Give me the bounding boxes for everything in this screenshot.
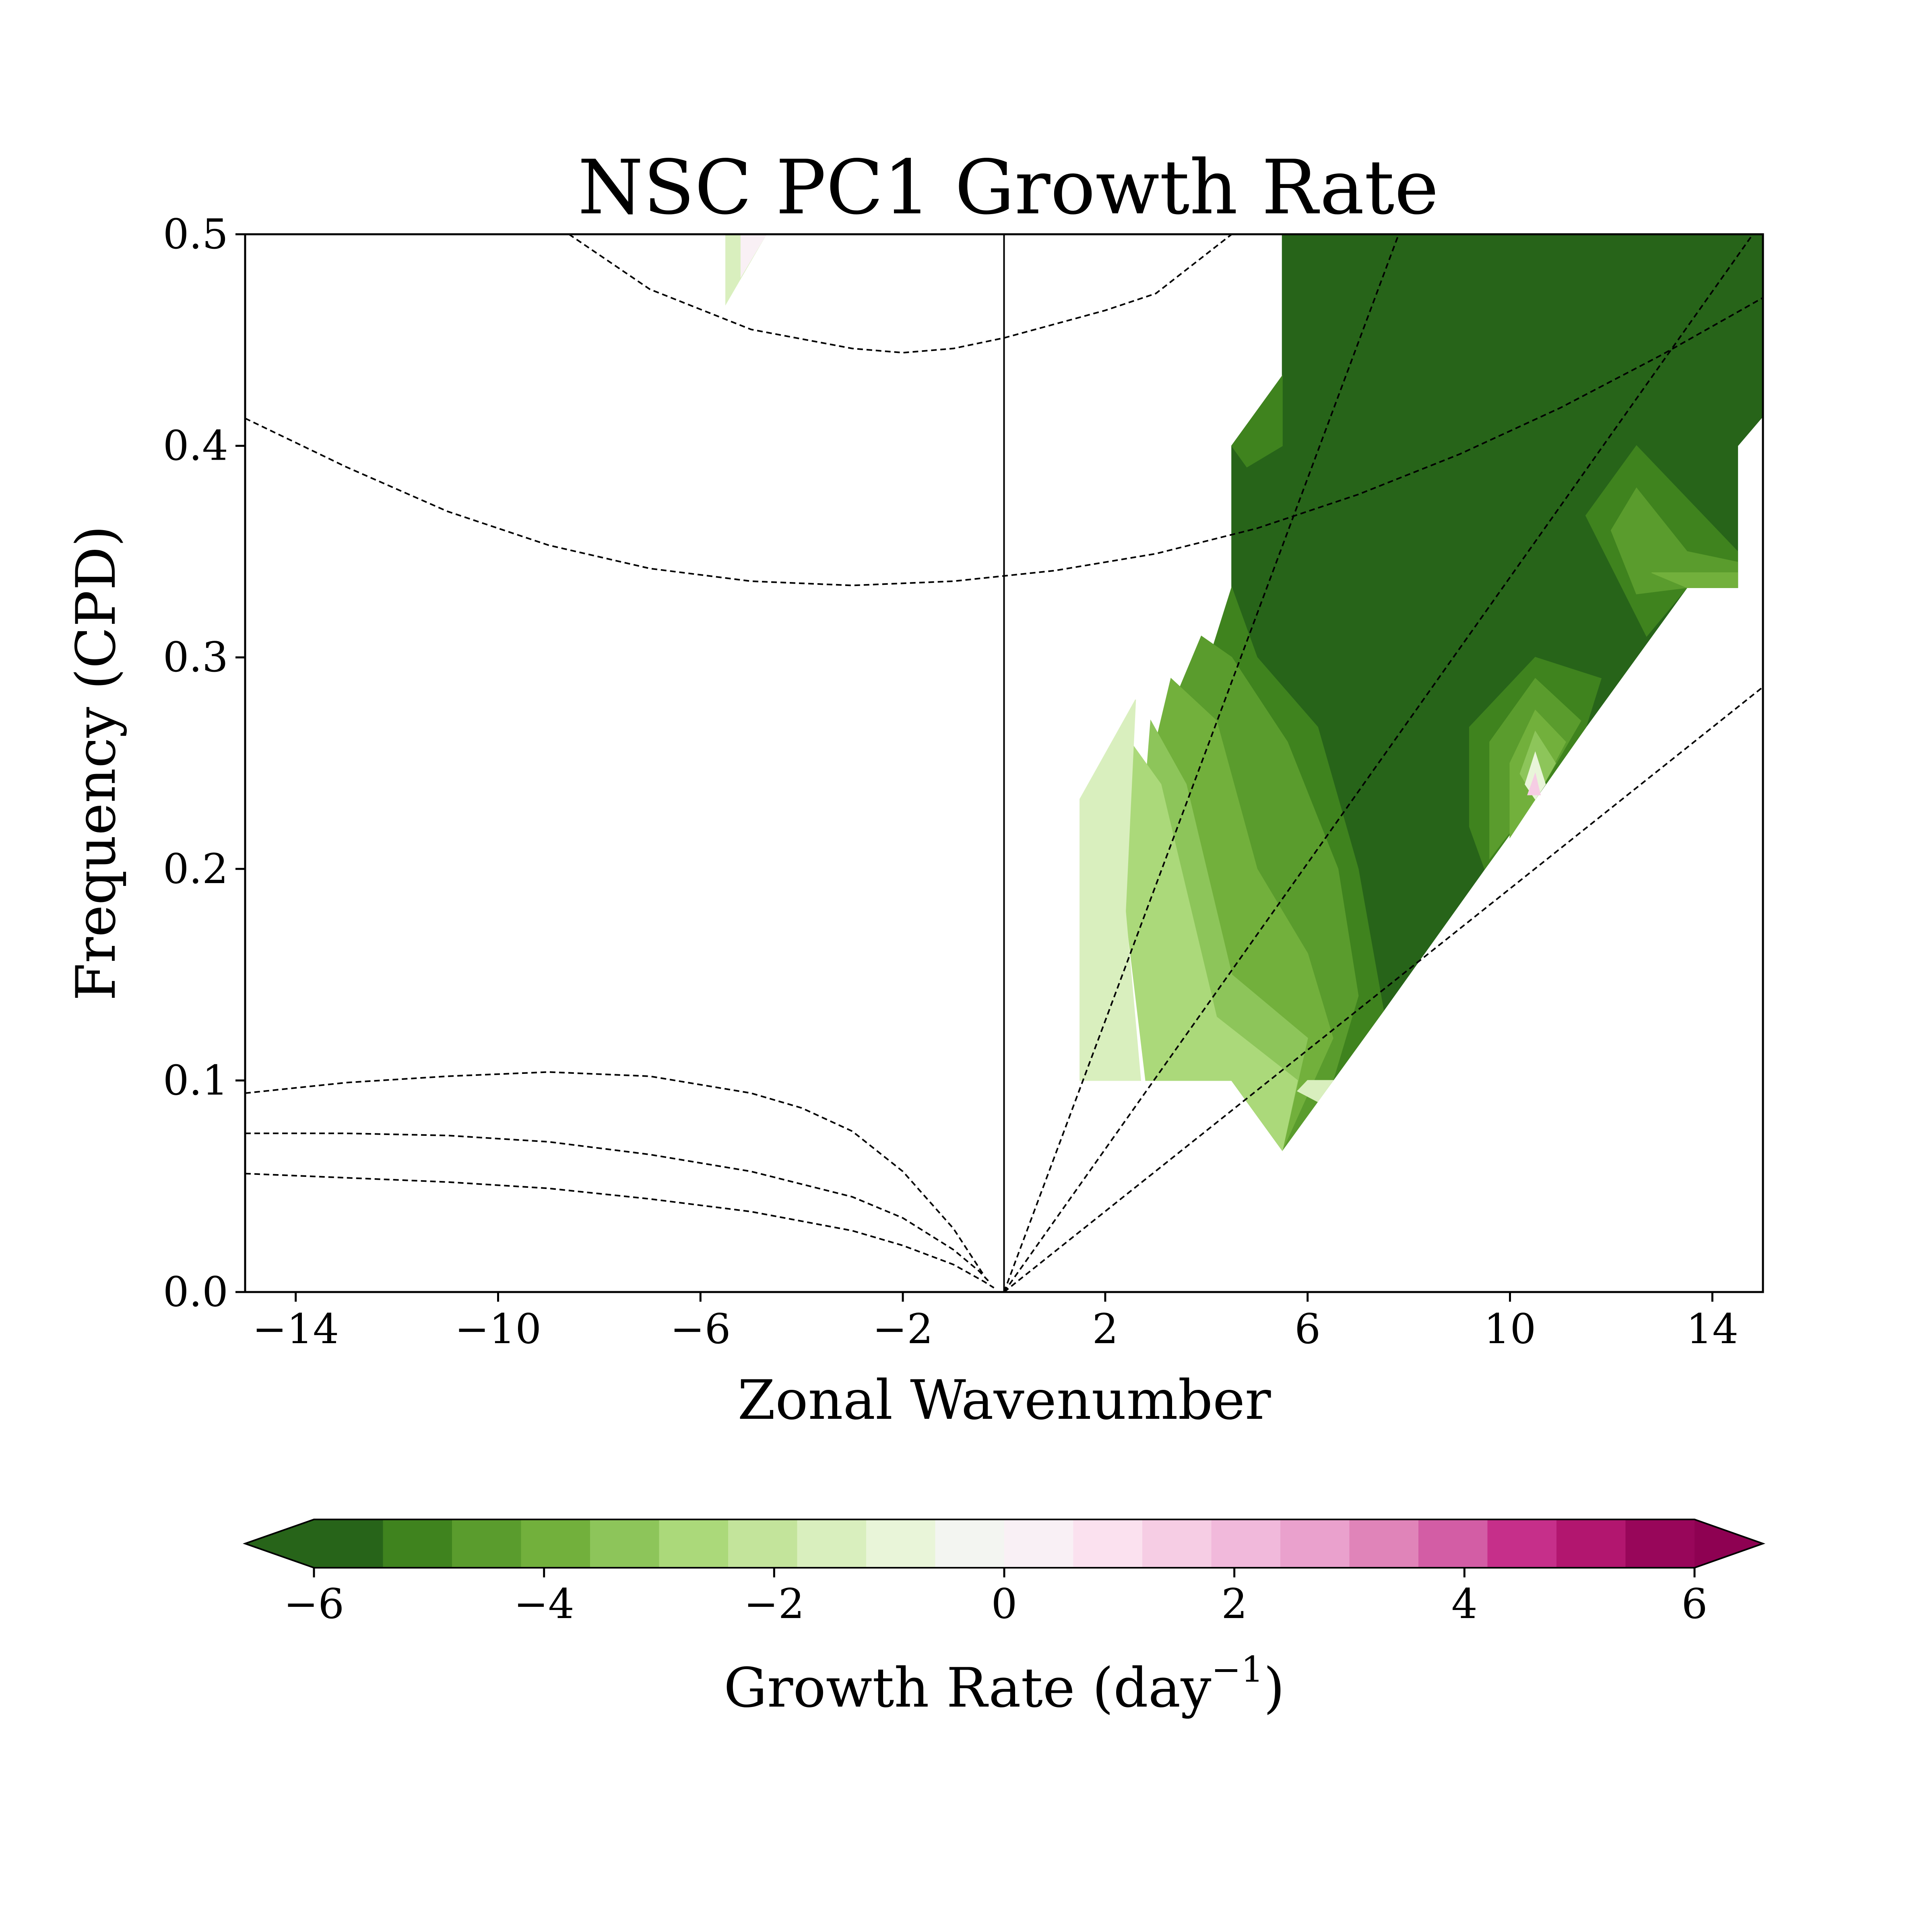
colorbar-tick-label: 6	[1682, 1580, 1708, 1628]
dispersion-curve-3	[245, 1132, 990, 1282]
colorbar	[242, 1519, 1766, 1569]
colorbar-tick-label: −2	[744, 1580, 804, 1628]
colorbar-segment	[521, 1519, 590, 1568]
colorbar-tick-label: 2	[1221, 1580, 1247, 1628]
plot-frame	[244, 233, 1764, 1293]
contour-region-19	[740, 234, 767, 278]
colorbar-segment	[866, 1519, 936, 1568]
x-tick-label: −6	[670, 1305, 731, 1353]
x-tick-label: 14	[1686, 1305, 1738, 1353]
contour-region-16	[1527, 772, 1541, 795]
colorbar-segment	[935, 1519, 1005, 1568]
contour-region-1	[1231, 375, 1283, 468]
chart-title: NSC PC1 Growth Rate	[578, 144, 1439, 231]
x-axis-label: Zonal Wavenumber	[737, 1368, 1271, 1432]
dispersion-curve-2	[245, 1071, 985, 1276]
dispersion-curve-5	[1003, 234, 1399, 1292]
y-tick-label: 0.5	[163, 211, 228, 258]
colorbar-segment	[1625, 1519, 1695, 1568]
colorbar-over-arrow	[1695, 1519, 1763, 1568]
colorbar-tick-label: 0	[991, 1580, 1018, 1628]
x-tick-label: 2	[1092, 1305, 1118, 1353]
y-tick-label: 0.0	[163, 1268, 228, 1316]
y-tick-label: 0.4	[163, 422, 228, 470]
colorbar-segment	[1073, 1519, 1143, 1568]
colorbar-label-main: Growth Rate (day	[724, 1656, 1211, 1719]
filled-contour-regions	[725, 234, 1763, 1152]
colorbar-ticks: −6 −4 −2 0 2 4 6	[284, 1568, 1708, 1628]
contour-region-13	[1125, 741, 1298, 1152]
contour-region-14	[1080, 699, 1141, 1081]
x-tick-label: 6	[1294, 1305, 1321, 1353]
colorbar-segment	[1280, 1519, 1350, 1568]
y-tick-label: 0.2	[163, 845, 228, 893]
x-tick-label: −10	[455, 1305, 541, 1353]
colorbar-segment	[1487, 1519, 1557, 1568]
dispersion-curve-0	[568, 234, 1232, 354]
colorbar-label: Growth Rate (day−1)	[724, 1649, 1285, 1719]
colorbar-label-superscript: −1	[1212, 1649, 1264, 1690]
y-tick-label: 0.3	[163, 634, 228, 681]
colorbar-segment	[590, 1519, 660, 1568]
colorbar-label-end: )	[1263, 1656, 1285, 1719]
colorbar-segment	[1142, 1519, 1212, 1568]
colorbar-segment	[728, 1519, 798, 1568]
colorbar-segment	[1418, 1519, 1488, 1568]
colorbar-segment	[314, 1519, 384, 1568]
colorbar-segment	[797, 1519, 867, 1568]
contour-region-17	[1296, 1080, 1334, 1102]
colorbar-segment	[1004, 1519, 1074, 1568]
x-tick-label: −14	[252, 1305, 339, 1353]
y-axis-ticks: 0.0 0.1 0.2 0.3 0.4 0.5	[163, 211, 245, 1316]
colorbar-segment	[659, 1519, 729, 1568]
x-axis-ticks: −14 −10 −6 −2 2 6 10 14	[252, 1292, 1738, 1353]
dispersion-curve-4	[245, 1172, 995, 1289]
colorbar-tick-label: 4	[1451, 1580, 1478, 1628]
dispersion-curve-6	[1003, 234, 1754, 1292]
colorbar-segment	[1211, 1519, 1281, 1568]
colorbar-segment	[383, 1519, 452, 1568]
y-axis-label: Frequency (CPD)	[64, 526, 128, 1001]
colorbar-segment	[1349, 1519, 1419, 1568]
colorbar-under-arrow	[245, 1519, 314, 1568]
colorbar-tick-label: −6	[284, 1580, 344, 1628]
y-tick-label: 0.1	[163, 1057, 228, 1104]
x-tick-label: −2	[873, 1305, 933, 1353]
x-tick-label: 10	[1484, 1305, 1536, 1353]
colorbar-segment	[1556, 1519, 1626, 1568]
colorbar-tick-label: −4	[514, 1580, 574, 1628]
colorbar-segment	[452, 1519, 522, 1568]
contour-region-8	[1651, 572, 1738, 588]
dispersion-curve-7	[1003, 686, 1763, 1292]
